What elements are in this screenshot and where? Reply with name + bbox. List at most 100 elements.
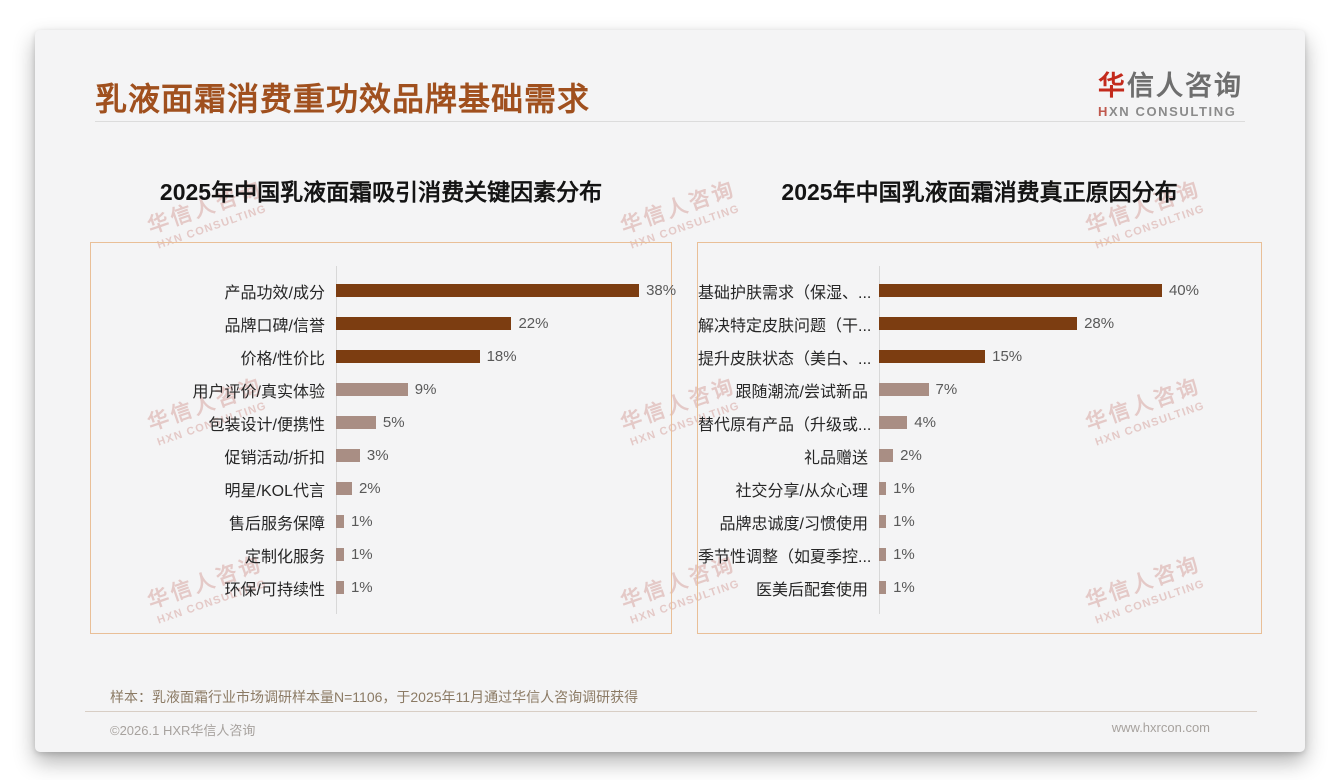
bar-value-label: 15% (992, 348, 1023, 365)
bar-category-label: 解决特定皮肤问题（干... (698, 317, 872, 335)
bar-category-label: 季节性调整（如夏季控... (698, 548, 872, 566)
bar (336, 482, 352, 495)
bar-track: 1% (879, 538, 1261, 571)
bar-category-label: 产品功效/成分 (224, 284, 325, 302)
page-title: 乳液面霜消费重功效品牌基础需求 (95, 81, 591, 117)
bar-category-label: 替代原有产品（升级或... (698, 416, 872, 434)
bar-track: 22% (336, 307, 671, 340)
bar-category-label: 价格/性价比 (240, 350, 325, 368)
bar-track: 15% (879, 340, 1261, 373)
bar (336, 416, 376, 429)
bar-category-label: 包装设计/便携性 (208, 416, 325, 434)
bar-category-label: 医美后配套使用 (755, 581, 868, 599)
bar-track: 1% (336, 505, 671, 538)
bar-track: 5% (336, 406, 671, 439)
bar-track: 18% (336, 340, 671, 373)
bar-row: 解决特定皮肤问题（干... 28% (698, 307, 1261, 340)
bar-row: 包装设计/便携性 5% (91, 406, 671, 439)
bar-track: 38% (336, 274, 676, 307)
bar-value-label: 22% (518, 315, 549, 332)
bar (879, 284, 1162, 297)
bar-value-label: 1% (893, 480, 915, 497)
logo-en-rest: XN CONSULTING (1109, 104, 1237, 119)
bar-value-label: 18% (486, 348, 517, 365)
bar-value-label: 9% (414, 381, 437, 398)
right-chart-title: 2025年中国乳液面霜消费真正原因分布 (781, 179, 1178, 205)
bar-category-label: 跟随潮流/尝试新品 (735, 383, 868, 401)
bar-row: 售后服务保障 1% (91, 505, 671, 538)
bar-value-label: 3% (366, 447, 389, 464)
bar-row: 礼品赠送 2% (698, 439, 1261, 472)
right-chart: 基础护肤需求（保湿、... 40% 解决特定皮肤问题（干... 28% 提升皮肤状态（美… (697, 242, 1262, 634)
bar (879, 581, 887, 594)
left-chart-rows: 产品功效/成分 38% 品牌口碑/信誉 22% 价格/性价比 18% 用户评价/真实体验 9%… (91, 243, 677, 633)
bar-value-label: 7% (935, 381, 958, 398)
bar-value-label: 1% (350, 513, 373, 530)
bar-category-label: 礼品赠送 (803, 449, 868, 467)
bar-row: 替代原有产品（升级或... 4% (698, 406, 1261, 439)
bar-track: 28% (879, 307, 1261, 340)
right-chart-rows: 基础护肤需求（保湿、... 40% 解决特定皮肤问题（干... 28% 提升皮肤状态（美… (698, 243, 1261, 633)
bar-row: 提升皮肤状态（美白、... 15% (698, 340, 1261, 373)
bar-value-label: 28% (1084, 315, 1115, 332)
bar (879, 416, 908, 429)
bar-track: 3% (336, 439, 671, 472)
bar-track: 1% (879, 505, 1261, 538)
bar-track: 2% (879, 439, 1261, 472)
slide-card: 华信人咨询 HXN CONSULTING 华信人咨询 HXN CONSULTING 华信… (35, 30, 1305, 752)
bar-value-label: 1% (893, 579, 915, 596)
left-chart-title: 2025年中国乳液面霜吸引消费关键因素分布 (159, 179, 603, 205)
bar-row: 季节性调整（如夏季控... 1% (698, 538, 1261, 571)
bar (336, 317, 512, 330)
bar-row: 基础护肤需求（保湿、... 40% (698, 274, 1261, 307)
bar (879, 449, 894, 462)
bar-row: 产品功效/成分 38% (91, 274, 677, 307)
bar-category-label: 环保/可持续性 (224, 581, 325, 599)
logo-cn-accent: 华 (1098, 71, 1127, 101)
bar-row: 跟随潮流/尝试新品 7% (698, 373, 1261, 406)
logo-en-accent: H (1098, 104, 1109, 119)
bar (336, 350, 480, 363)
bar (336, 383, 408, 396)
bar-track: 4% (879, 406, 1261, 439)
bar (336, 449, 360, 462)
bar-row: 社交分享/从众心理 1% (698, 472, 1261, 505)
bar (879, 350, 986, 363)
left-chart: 产品功效/成分 38% 品牌口碑/信誉 22% 价格/性价比 18% 用户评价/真实体验 9%… (90, 242, 677, 634)
bar-category-label: 提升皮肤状态（美白、... (698, 350, 872, 368)
bar-track: 7% (879, 373, 1261, 406)
bar (336, 581, 344, 594)
bar-row: 环保/可持续性 1% (91, 571, 671, 604)
bar (879, 482, 887, 495)
bar (879, 515, 887, 528)
bar-value-label: 2% (900, 447, 922, 464)
bar-track: 1% (336, 538, 671, 571)
bar-row: 定制化服务 1% (91, 538, 671, 571)
bar-track: 40% (879, 274, 1261, 307)
bar-row: 品牌口碑/信誉 22% (91, 307, 671, 340)
bar-track: 1% (879, 472, 1261, 505)
bar-row: 价格/性价比 18% (91, 340, 671, 373)
bar-row: 明星/KOL代言 2% (91, 472, 671, 505)
logo-cn-rest: 信人咨询 (1127, 71, 1243, 101)
bar-value-label: 1% (350, 579, 373, 596)
bar (336, 284, 640, 297)
company-logo: 华信人咨询 HXN CONSULTING (1098, 64, 1243, 119)
bar-value-label: 38% (646, 282, 677, 299)
bar-value-label: 2% (358, 480, 381, 497)
website-url: www.hxrcon.com (1111, 720, 1210, 735)
bar-value-label: 5% (382, 414, 405, 431)
bar-track: 1% (336, 571, 671, 604)
bar-value-label: 40% (1168, 282, 1199, 299)
bar-category-label: 明星/KOL代言 (224, 482, 325, 500)
bar-track: 1% (879, 571, 1261, 604)
bar-category-label: 定制化服务 (244, 548, 325, 566)
bar (879, 317, 1078, 330)
bar-category-label: 品牌忠诚度/习惯使用 (719, 515, 868, 533)
bar-row: 用户评价/真实体验 9% (91, 373, 671, 406)
bar-category-label: 售后服务保障 (228, 515, 325, 533)
bar-category-label: 基础护肤需求（保湿、... (698, 284, 872, 302)
copyright-text: ©2026.1 HXR华信人咨询 (110, 723, 256, 738)
bar-track: 9% (336, 373, 671, 406)
bar (879, 383, 929, 396)
